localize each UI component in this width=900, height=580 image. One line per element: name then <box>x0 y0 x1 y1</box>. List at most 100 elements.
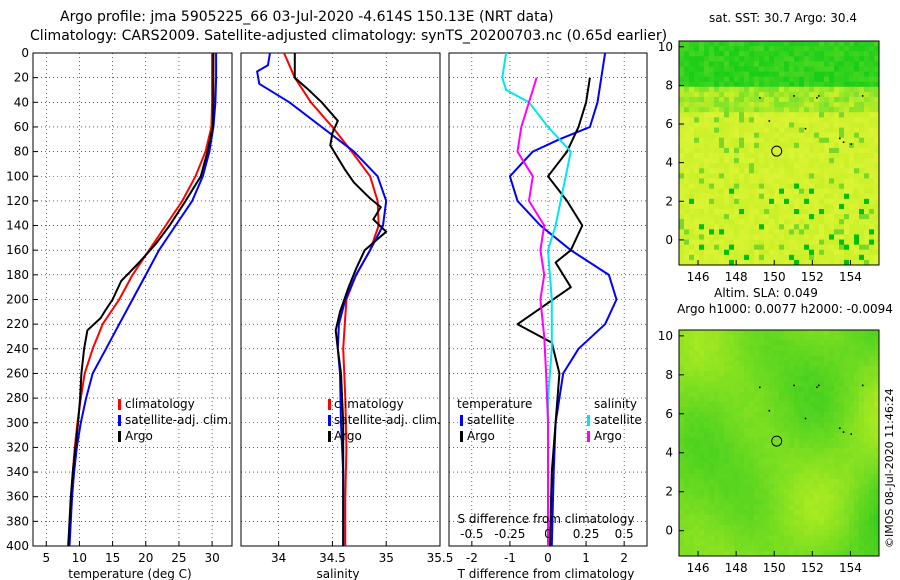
map-cell <box>799 41 805 47</box>
map-cell <box>784 254 790 261</box>
map-cell <box>684 335 690 341</box>
map-cell <box>709 76 715 83</box>
map-cell <box>809 407 815 413</box>
map-cell <box>734 51 740 57</box>
map-cell <box>819 229 825 235</box>
map-cell <box>754 371 760 377</box>
map-cell <box>744 489 750 495</box>
map-cell <box>854 117 860 123</box>
map-cell <box>789 254 795 261</box>
map-cell <box>754 102 760 108</box>
map-cell <box>784 137 790 144</box>
map-cell <box>799 401 805 408</box>
map-cell <box>704 193 710 200</box>
map-cell <box>714 107 720 113</box>
map-cell <box>824 224 830 230</box>
map-cell <box>749 417 755 423</box>
map-cell <box>829 478 835 485</box>
map-cell <box>744 371 750 377</box>
map-cell <box>869 401 875 408</box>
map-cell <box>854 66 860 72</box>
map-cell <box>824 102 830 108</box>
map-cell <box>769 107 775 113</box>
map-cell <box>849 427 855 434</box>
map-cell <box>839 107 845 113</box>
map-cell <box>719 158 725 164</box>
map-cell <box>699 239 705 246</box>
map-cell <box>679 107 685 113</box>
map-cell <box>829 432 835 439</box>
map-cell <box>839 203 845 210</box>
map-cell <box>764 168 770 174</box>
map-cell <box>789 520 795 526</box>
map-cell <box>724 244 730 251</box>
map-cell <box>784 209 790 215</box>
map-cell <box>844 391 850 398</box>
legend-label-climatology: climatology <box>125 397 195 411</box>
map-cell <box>684 193 690 200</box>
map-cell <box>764 76 770 83</box>
map-cell <box>859 463 865 470</box>
map-cell <box>864 396 870 403</box>
map-cell <box>874 489 880 495</box>
map-cell <box>749 51 755 57</box>
map-cell <box>799 81 805 88</box>
map-cell <box>869 391 875 398</box>
map-cell <box>839 193 845 200</box>
map-cell <box>869 463 875 470</box>
map-cell <box>789 407 795 413</box>
map-cell <box>844 61 850 67</box>
map-cell <box>804 71 810 78</box>
map-cell <box>694 427 700 434</box>
map-cell <box>709 448 715 454</box>
difference-xlabel: T difference from climatology <box>457 567 635 580</box>
map-cell <box>724 254 730 261</box>
map-cell <box>794 249 800 256</box>
map-cell <box>684 458 690 464</box>
map-cell <box>829 132 835 139</box>
map-cell <box>759 142 765 149</box>
map-cell <box>704 178 710 184</box>
map-cell <box>794 127 800 134</box>
map-cell <box>839 350 845 357</box>
map-cell <box>684 478 690 485</box>
map-cell <box>779 514 785 521</box>
map-cell <box>804 239 810 246</box>
map-cell <box>734 209 740 215</box>
map-cell <box>774 66 780 72</box>
map-cell <box>874 540 880 547</box>
depth-tick-label: 40 <box>14 95 29 109</box>
map-cell <box>719 494 725 500</box>
map-cell <box>749 153 755 159</box>
map-cell <box>774 56 780 62</box>
map-cell <box>854 520 860 526</box>
map-cell <box>749 463 755 470</box>
map-cell <box>734 478 740 485</box>
map-cell <box>764 102 770 108</box>
map-cell <box>819 473 825 480</box>
map-cell <box>814 188 820 195</box>
map-cell <box>739 432 745 439</box>
map-cell <box>749 386 755 393</box>
map-cell <box>689 355 695 362</box>
map-cell <box>804 51 810 57</box>
map-cell <box>819 484 825 490</box>
map-cell <box>844 209 850 215</box>
map-cell <box>864 224 870 230</box>
map-cell <box>694 214 700 220</box>
map-cell <box>829 484 835 490</box>
map-cell <box>764 41 770 47</box>
map-cell <box>729 239 735 246</box>
map-cell <box>864 219 870 225</box>
map-cell <box>699 391 705 398</box>
map-cell <box>774 432 780 439</box>
map-cell <box>854 499 860 506</box>
map-cell <box>719 41 725 47</box>
map-cell <box>684 198 690 205</box>
map-cell <box>704 525 710 531</box>
map-cell <box>784 188 790 195</box>
map-cell <box>874 443 880 449</box>
map-cell <box>804 396 810 403</box>
map-cell <box>844 365 850 372</box>
difference-xtick-label: 1 <box>582 551 590 565</box>
